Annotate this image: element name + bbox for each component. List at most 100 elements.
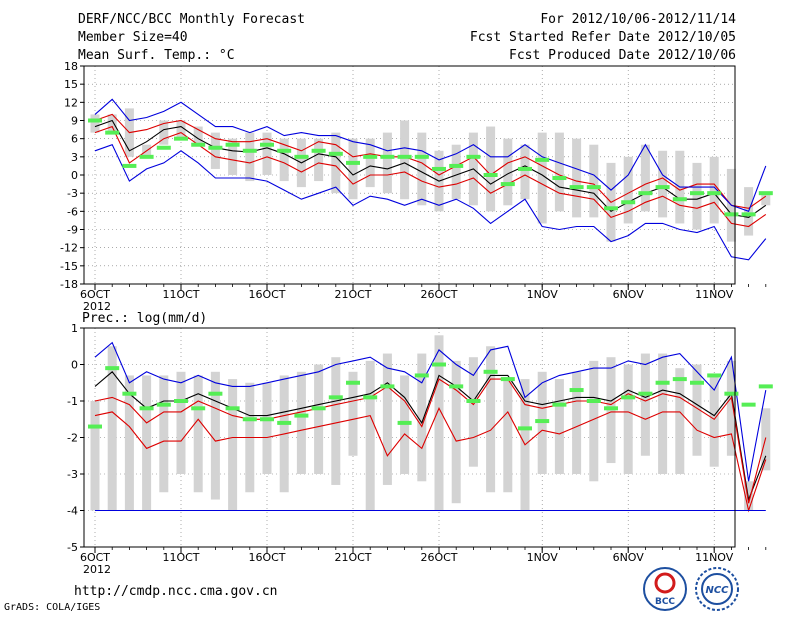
spread-bar [107, 114, 117, 133]
mean-marker [586, 185, 601, 190]
mean-marker [260, 142, 274, 147]
spread-bar [314, 364, 324, 474]
mean-marker [500, 182, 515, 187]
mean-marker [311, 148, 326, 153]
spread-bar [90, 401, 100, 511]
mean-marker [88, 424, 102, 429]
mean-marker [432, 362, 446, 367]
spread-bar [365, 360, 375, 511]
y-tick-label: -15 [60, 260, 78, 273]
mean-marker [242, 148, 257, 153]
mean-marker [380, 154, 395, 159]
series-ensemble-mean [94, 371, 767, 502]
mean-marker [122, 391, 137, 396]
mean-marker [174, 399, 188, 403]
mean-marker [208, 145, 223, 150]
series-upper-blue [94, 341, 767, 482]
panel-1: -18 -15 -12 -9 -6 -3 0 3 6 9 12 15 18 6OCT 11OCT 16OCT 2… [60, 60, 773, 313]
x-tick-label: 11NOV [695, 551, 734, 564]
mean-marker [191, 142, 206, 147]
mean-marker [707, 191, 722, 196]
mean-marker [621, 200, 636, 205]
spread-bar [658, 353, 668, 474]
spread-bar [554, 132, 564, 212]
spread-bar [623, 156, 633, 224]
produced-date: Fcst Produced Date 2012/10/06 [509, 48, 736, 63]
spread-bar [451, 144, 461, 200]
spread-bar [90, 114, 100, 133]
spread-bar [348, 138, 358, 200]
spread-bar [486, 346, 496, 493]
mean-marker [569, 388, 584, 393]
spread-bar [124, 375, 134, 511]
spread-bar [279, 138, 289, 182]
spread-bar [503, 379, 513, 493]
mean-marker [518, 426, 532, 431]
series-upper-blue [94, 98, 767, 212]
mean-marker [552, 402, 567, 407]
spread-bar [365, 138, 375, 188]
spread-bar [486, 126, 496, 212]
mean-marker [672, 377, 687, 382]
mean-marker [586, 399, 601, 403]
y-tick-label: -4 [67, 505, 78, 518]
mean-marker [483, 173, 498, 177]
mean-marker [500, 377, 515, 382]
spread-bar [709, 375, 719, 467]
mean-marker [260, 417, 274, 422]
spread-bar [434, 335, 444, 511]
series-upper-red [94, 378, 767, 504]
spread-bar [589, 144, 599, 218]
mean-marker [225, 406, 240, 411]
spread-bar [228, 379, 238, 511]
year-label: 2012 [83, 300, 111, 313]
mean-marker [139, 154, 154, 159]
x-tick-label: 26OCT [420, 551, 457, 564]
spread-bar [520, 144, 530, 200]
y-tick-label: 0 [71, 359, 78, 372]
mean-marker [672, 197, 687, 202]
mean-marker [122, 163, 137, 168]
forecast-period: For 2012/10/06-2012/11/14 [540, 12, 736, 27]
y-tick-label: 15 [64, 78, 78, 91]
panel-title: Prec.: log(mm/d) [82, 311, 207, 326]
y-tick-label: 1 [71, 322, 78, 335]
spread-bar [640, 144, 650, 212]
spread-bar [451, 360, 461, 504]
spread-bar [589, 360, 599, 482]
spread-bar [331, 132, 341, 194]
x-tick-label: 11OCT [162, 551, 199, 564]
mean-marker [466, 399, 481, 403]
spread-bar [572, 371, 582, 474]
variable-label: Mean Surf. Temp.: °C [78, 48, 235, 63]
spread-bar [348, 371, 358, 456]
spread-bar [400, 120, 410, 200]
y-tick-label: -3 [67, 468, 78, 481]
mean-marker [242, 417, 257, 422]
mean-marker [363, 395, 378, 400]
spread-bar [262, 132, 272, 175]
y-tick-label: 0 [71, 169, 78, 182]
spread-bar [107, 346, 117, 511]
spread-bar [692, 162, 702, 230]
spread-bar [193, 126, 203, 145]
spread-bar [417, 132, 427, 206]
mean-marker [638, 191, 653, 196]
mean-marker [638, 391, 653, 396]
mean-marker [156, 402, 171, 407]
spread-bar [623, 364, 633, 474]
mean-marker [328, 151, 343, 156]
spread-bar [468, 357, 478, 467]
footer-url[interactable]: http://cmdp.ncc.cma.gov.cn [74, 584, 278, 599]
spread-bar [382, 353, 392, 485]
spread-bar [296, 371, 306, 474]
y-tick-label: 6 [71, 133, 78, 146]
spread-bar [159, 120, 169, 145]
spread-bar [142, 375, 152, 511]
spread-bar [675, 368, 685, 474]
x-tick-label: 1NOV [527, 551, 559, 564]
mean-marker [707, 373, 722, 378]
spread-bar [193, 375, 203, 493]
mean-marker [535, 419, 550, 424]
